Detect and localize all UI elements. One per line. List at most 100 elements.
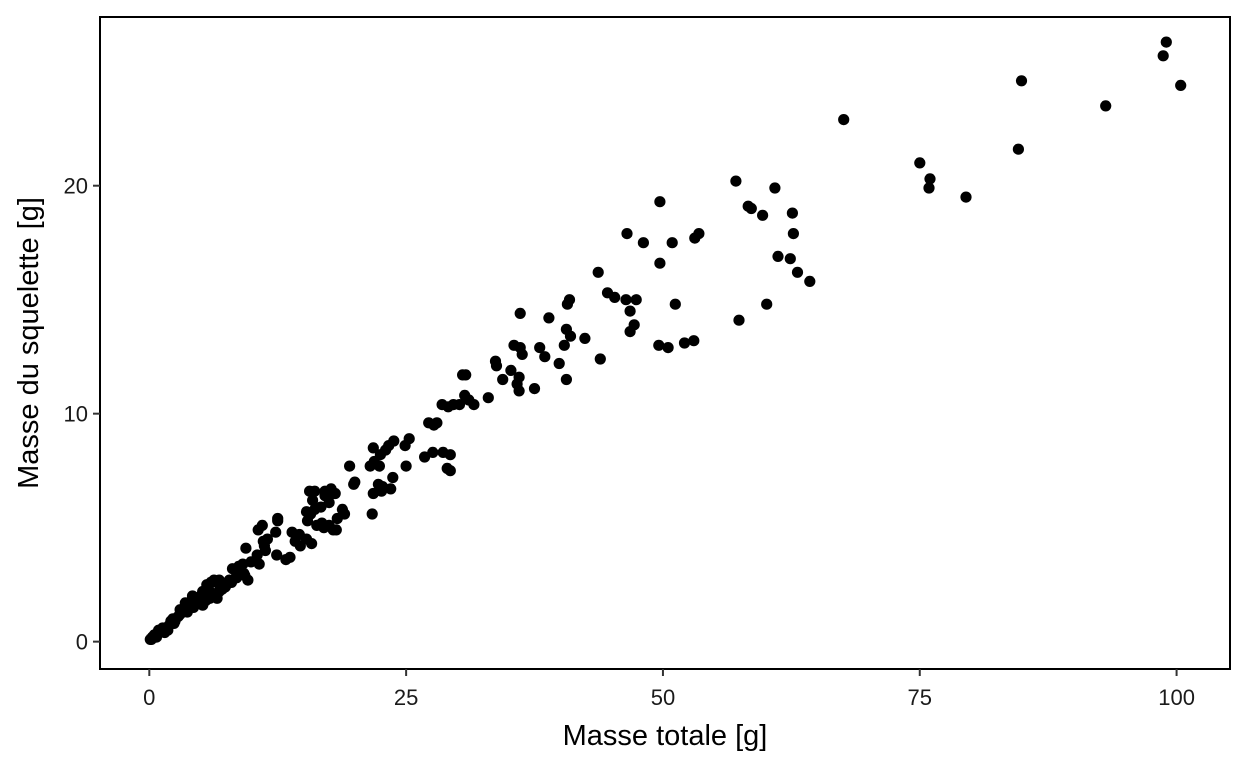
x-tick-label-0: 0 bbox=[143, 685, 155, 710]
data-point-15 bbox=[757, 209, 769, 221]
data-point-102 bbox=[375, 485, 388, 497]
data-point-22 bbox=[761, 298, 773, 310]
y-axis-title: Masse du squelette [g] bbox=[13, 197, 45, 489]
data-point-67 bbox=[490, 360, 503, 372]
data-point-8 bbox=[924, 173, 936, 185]
data-point-211 bbox=[150, 631, 163, 643]
data-point-53 bbox=[553, 357, 565, 370]
data-point-25 bbox=[621, 228, 633, 240]
y-tick-label-1: 10 bbox=[64, 402, 88, 427]
data-point-117 bbox=[307, 494, 319, 506]
data-point-153 bbox=[240, 542, 252, 554]
x-tick-label-4: 100 bbox=[1158, 685, 1195, 710]
data-point-152 bbox=[258, 540, 270, 552]
data-point-49 bbox=[564, 330, 577, 342]
data-point-27 bbox=[666, 237, 678, 249]
data-point-144 bbox=[306, 538, 318, 550]
data-point-54 bbox=[534, 342, 546, 354]
data-point-130 bbox=[330, 524, 342, 536]
data-point-11 bbox=[730, 175, 742, 187]
data-point-55 bbox=[539, 351, 551, 363]
data-point-7 bbox=[914, 157, 926, 169]
data-point-19 bbox=[784, 253, 796, 265]
data-point-103 bbox=[385, 483, 397, 495]
data-point-61 bbox=[497, 373, 509, 386]
data-point-26 bbox=[637, 237, 650, 249]
data-point-98 bbox=[387, 471, 399, 484]
data-point-160 bbox=[242, 574, 254, 586]
data-point-90 bbox=[367, 442, 379, 454]
data-point-31 bbox=[592, 266, 604, 278]
data-point-114 bbox=[323, 497, 335, 509]
data-point-14 bbox=[745, 202, 757, 215]
data-point-104 bbox=[366, 508, 378, 520]
data-point-105 bbox=[344, 460, 356, 472]
data-point-97 bbox=[400, 460, 412, 472]
data-point-133 bbox=[272, 515, 284, 527]
x-axis: 0 25 50 75 100 bbox=[143, 669, 1195, 710]
data-point-3 bbox=[1015, 75, 1028, 87]
x-tick-label-3: 75 bbox=[908, 685, 932, 710]
data-point-145 bbox=[271, 549, 283, 561]
data-point-89 bbox=[383, 440, 395, 452]
plot-panel-border bbox=[99, 16, 1231, 670]
data-point-18 bbox=[772, 250, 784, 262]
data-point-20 bbox=[791, 266, 804, 278]
data-point-113 bbox=[328, 487, 340, 500]
data-point-107 bbox=[348, 478, 360, 490]
points-layer bbox=[144, 36, 1187, 646]
data-point-80 bbox=[423, 417, 435, 429]
data-point-213 bbox=[162, 624, 174, 636]
data-point-36 bbox=[669, 298, 681, 310]
data-point-77 bbox=[436, 399, 448, 411]
data-point-91 bbox=[427, 446, 439, 458]
data-point-30 bbox=[654, 257, 666, 269]
data-point-184 bbox=[197, 599, 209, 611]
data-point-59 bbox=[516, 348, 528, 360]
data-point-4 bbox=[1100, 100, 1112, 112]
data-point-10 bbox=[960, 191, 972, 203]
y-axis: 0 10 20 bbox=[64, 174, 100, 655]
data-point-29 bbox=[693, 228, 705, 240]
data-point-2 bbox=[1175, 79, 1187, 91]
data-point-41 bbox=[662, 342, 674, 354]
data-point-56 bbox=[514, 307, 526, 319]
data-point-0 bbox=[1160, 36, 1172, 48]
y-tick-label-0: 0 bbox=[76, 630, 88, 655]
data-point-51 bbox=[579, 332, 591, 344]
data-point-74 bbox=[468, 399, 480, 411]
data-point-24 bbox=[654, 196, 666, 208]
data-point-43 bbox=[688, 335, 700, 347]
data-point-116 bbox=[304, 485, 316, 497]
data-point-1 bbox=[1157, 50, 1169, 62]
data-point-46 bbox=[561, 298, 574, 310]
data-point-88 bbox=[373, 460, 385, 472]
data-point-135 bbox=[252, 524, 264, 536]
x-tick-label-1: 25 bbox=[394, 685, 418, 710]
data-point-92 bbox=[419, 451, 431, 463]
data-point-5 bbox=[1012, 143, 1024, 155]
data-point-17 bbox=[787, 228, 800, 240]
data-point-40 bbox=[653, 339, 665, 351]
data-point-96 bbox=[444, 465, 456, 477]
data-point-42 bbox=[678, 337, 691, 349]
y-tick-label-2: 20 bbox=[64, 174, 88, 199]
data-point-143 bbox=[294, 540, 306, 552]
data-point-44 bbox=[594, 353, 606, 365]
data-point-35 bbox=[630, 294, 642, 306]
data-point-16 bbox=[786, 207, 799, 219]
data-point-121 bbox=[300, 506, 313, 518]
data-point-50 bbox=[558, 339, 570, 351]
data-point-68 bbox=[482, 392, 494, 404]
data-point-94 bbox=[444, 449, 456, 461]
data-point-65 bbox=[528, 383, 541, 395]
data-point-33 bbox=[609, 291, 621, 303]
data-point-64 bbox=[513, 385, 525, 397]
data-point-52 bbox=[560, 373, 573, 386]
x-tick-label-2: 50 bbox=[651, 685, 675, 710]
data-point-129 bbox=[338, 508, 351, 520]
data-point-37 bbox=[624, 305, 636, 317]
data-point-60 bbox=[505, 364, 517, 376]
